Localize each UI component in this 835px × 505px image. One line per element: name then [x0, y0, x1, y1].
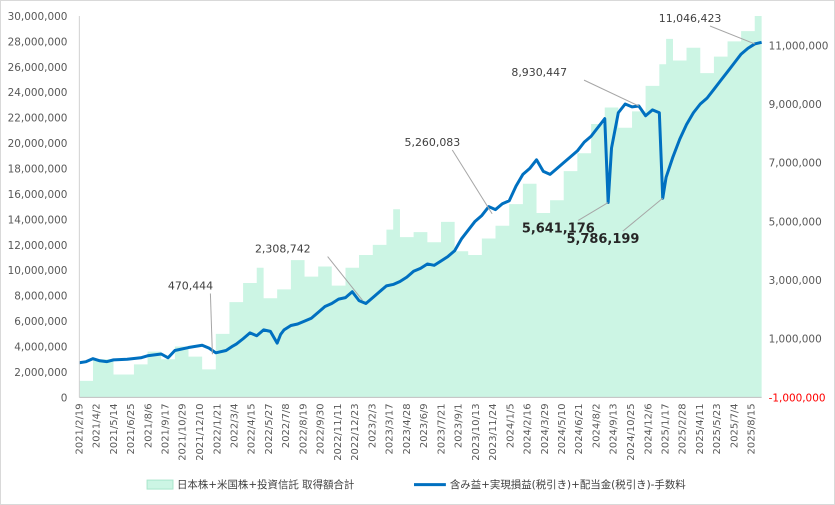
- x-tick-label: 2025/4/11: [695, 403, 706, 454]
- annotation-label: 2,308,742: [255, 243, 311, 256]
- annotation-label: 5,641,176: [522, 221, 595, 236]
- x-tick-label: 2023/11/24: [488, 403, 499, 460]
- legend-area-swatch: [146, 479, 174, 490]
- right-axis: -1,000,000 1,000,000 3,000,000 5,000,000 7,0…: [769, 40, 829, 404]
- left-tick-label: 12,000,000: [8, 240, 68, 252]
- x-tick-label: 2023/4/28: [402, 403, 413, 454]
- annotation-leader: [577, 202, 609, 221]
- left-tick-label: 20,000,000: [8, 138, 68, 150]
- legend: 日本株+米国株+投資信託 取得額合計 含み益+実現損益(税引き)+配当金(税引き…: [146, 478, 686, 491]
- right-tick-label: 9,000,000: [769, 99, 822, 111]
- legend-line-label: 含み益+実現損益(税引き)+配当金(税引き)-手数料: [450, 478, 686, 491]
- x-tick-label: 2022/8/19: [298, 403, 309, 454]
- x-tick-label: 2021/6/25: [126, 403, 137, 454]
- x-tick-label: 2022/3/4: [230, 403, 241, 448]
- x-tick-label: 2024/9/13: [609, 403, 620, 454]
- x-tick-label: 2021/9/17: [160, 403, 171, 454]
- x-tick-label: 2024/6/21: [574, 403, 585, 454]
- x-tick-label: 2025/8/15: [747, 403, 758, 454]
- left-tick-label: 16,000,000: [8, 189, 68, 201]
- annotation-label: 5,786,199: [567, 232, 640, 247]
- x-tick-label: 2023/10/13: [471, 403, 482, 460]
- x-tick-label: 2021/8/6: [143, 403, 154, 448]
- x-tick-label: 2023/6/9: [419, 403, 430, 448]
- left-tick-label: 4,000,000: [14, 342, 67, 354]
- x-tick-label: 2025/2/28: [678, 403, 689, 454]
- left-tick-label: 26,000,000: [8, 62, 68, 74]
- right-tick-label: 7,000,000: [769, 158, 822, 170]
- annotation-leader: [709, 25, 755, 45]
- annotations: 470,444 2,308,742 5,260,083 8,930,447 5,641,…: [168, 12, 755, 355]
- x-tick-label: 2023/7/21: [436, 403, 447, 454]
- x-tick-label: 2021/4/2: [92, 403, 103, 448]
- x-tick-label: 2024/10/25: [626, 403, 637, 460]
- left-tick-label: 2,000,000: [14, 367, 67, 379]
- x-tick-label: 2024/1/5: [505, 403, 516, 448]
- x-tick-label: 2022/1/21: [212, 403, 223, 454]
- left-tick-label: 10,000,000: [8, 265, 68, 277]
- left-tick-label: 14,000,000: [8, 214, 68, 226]
- annotation-label: 5,260,083: [405, 136, 461, 149]
- annotation-leader: [622, 197, 664, 232]
- x-tick-label: 2022/7/8: [281, 403, 292, 448]
- left-tick-label: 6,000,000: [14, 316, 67, 328]
- x-tick-label: 2025/5/23: [712, 403, 723, 454]
- x-axis: 2021/2/19 2021/4/2 2021/5/14 2021/6/25 2021/…: [74, 396, 762, 461]
- x-tick-label: 2022/11/11: [333, 403, 344, 460]
- annotation-leader: [209, 293, 213, 355]
- x-tick-label: 2024/5/10: [557, 403, 568, 454]
- left-tick-label: 18,000,000: [8, 164, 68, 176]
- x-tick-label: 2021/2/19: [74, 403, 85, 454]
- annotation-label: 11,046,423: [659, 12, 722, 25]
- annotation-label: 8,930,447: [511, 66, 567, 79]
- x-tick-label: 2025/7/4: [729, 403, 740, 448]
- right-tick-label: 11,000,000: [769, 40, 829, 52]
- acquisition-area-layer: [79, 15, 762, 398]
- annotation-leader: [583, 79, 640, 107]
- left-tick-label: 22,000,000: [8, 113, 68, 125]
- left-tick-label: 30,000,000: [8, 11, 68, 23]
- profit-line: [79, 40, 762, 365]
- x-tick-label: 2021/5/14: [109, 403, 120, 454]
- x-tick-label: 2023/2/3: [367, 403, 378, 448]
- x-tick-label: 2024/12/6: [643, 403, 654, 454]
- x-tick-label: 2024/8/2: [591, 403, 602, 448]
- right-tick-label: 1,000,000: [769, 334, 822, 346]
- acquisition-area: [79, 15, 762, 398]
- x-tick-label: 2022/4/15: [247, 403, 258, 454]
- right-tick-label: 3,000,000: [769, 275, 822, 287]
- x-tick-label: 2024/2/16: [523, 403, 534, 454]
- left-axis: 0 2,000,000 4,000,000 6,000,000 8,000,000 10,…: [8, 11, 80, 404]
- annotation-leader: [327, 256, 363, 301]
- x-tick-label: 2022/12/23: [350, 403, 361, 460]
- x-tick-label: 2025/1/17: [661, 403, 672, 454]
- left-tick-label: 8,000,000: [14, 291, 67, 303]
- x-tick-label: 2021/12/10: [195, 403, 206, 460]
- annotation-label: 470,444: [168, 280, 213, 293]
- right-tick-label: -1,000,000: [769, 392, 826, 404]
- x-tick-label: 2021/10/29: [178, 403, 189, 460]
- x-tick-label: 2022/5/27: [264, 403, 275, 454]
- left-tick-label: 28,000,000: [8, 36, 68, 48]
- x-tick-label: 2023/3/17: [385, 403, 396, 454]
- x-tick-label: 2022/9/30: [316, 403, 327, 454]
- x-tick-label: 2023/9/1: [454, 403, 465, 448]
- left-tick-label: 0: [61, 392, 68, 404]
- profit-line-layer: [79, 40, 762, 365]
- annotation-leader: [451, 149, 493, 214]
- x-tick-label: 2024/3/29: [540, 403, 551, 454]
- left-tick-label: 24,000,000: [8, 87, 68, 99]
- legend-area-label: 日本株+米国株+投資信託 取得額合計: [177, 478, 354, 491]
- right-tick-label: 5,000,000: [769, 216, 822, 228]
